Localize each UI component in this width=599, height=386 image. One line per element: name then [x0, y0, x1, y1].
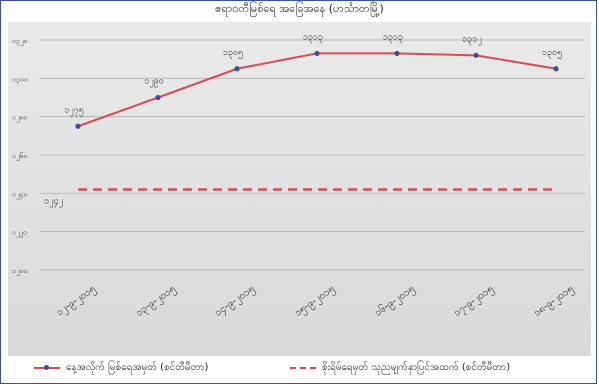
- y-tick-label: ၁၃၀၀: [12, 75, 28, 84]
- legend-entry-river-level: နေ့အလိုက် မြစ်ရေအမှတ် (စင်တီမီတာ): [34, 360, 208, 375]
- plot-area: [8, 22, 591, 356]
- x-tick-label: ၁၇-၉-၂၀၁၅: [452, 283, 497, 320]
- data-point: [234, 66, 240, 72]
- series-line-river-level: [77, 52, 557, 128]
- data-label: ၁၃၀၅: [542, 48, 562, 59]
- y-tick-label: ၁၃၂၀: [12, 37, 27, 46]
- data-label: ၁၃၁၂: [462, 34, 482, 45]
- data-point: [553, 66, 559, 72]
- legend-solid-line-swatch: [34, 364, 60, 370]
- legend-label-river-level: နေ့အလိုက် မြစ်ရေအမှတ် (စင်တီမီတာ): [66, 362, 209, 373]
- data-label: ၁၂၇၅: [64, 105, 84, 116]
- legend-entry-danger-level: စိုးရိမ်ရေမှတ် သုညမျက်နှာပြင်အထက် (စင်တီ…: [290, 360, 510, 375]
- y-tick-label: ၁၂၂၀: [12, 229, 27, 238]
- legend-label-danger-level: စိုးရိမ်ရေမှတ် သုညမျက်နှာပြင်အထက် (စင်တီ…: [322, 362, 511, 373]
- data-point: [314, 50, 320, 57]
- data-point: [473, 52, 479, 58]
- x-tick-label: ၁၈-၉-၂၀၁၅: [532, 283, 577, 320]
- legend-dashed-line-swatch: [290, 366, 316, 369]
- x-tick-label: ၁၅-၉-၂၀၁၅: [293, 283, 338, 320]
- data-point: [155, 94, 161, 101]
- data-label: ၁၃၁၃: [383, 32, 403, 43]
- chart-title: ဧရာဝတီမြစ်ရေ အခြေအနေ (ဟင်္သာတမြို့): [215, 2, 384, 15]
- data-point: [75, 123, 81, 129]
- data-label: ၁၂၉၀: [144, 77, 164, 88]
- data-label: ၁၃၁၃: [303, 32, 323, 43]
- x-tick-label: ၁၂-၉-၂၀၁၅: [54, 283, 98, 320]
- x-tick-label: ၁၄-၉-၂၀၁၅: [213, 283, 258, 320]
- data-label-danger-level: ၁၂၄၂: [44, 197, 63, 208]
- y-tick-label: ၁၂၈၀: [12, 114, 27, 123]
- y-tick-label: ၁၂၀၀: [12, 267, 27, 276]
- x-tick-label: ၁၃-၉-၂၀၁၅: [134, 283, 179, 320]
- data-label: ၁၃၀၅: [223, 48, 243, 59]
- x-tick-label: ၁၆-၉-၂၀၁၅: [372, 282, 418, 321]
- y-tick-label: ၁၂၆၀: [12, 152, 27, 161]
- data-point: [394, 50, 400, 57]
- y-tick-label: ၁၂၄၀: [12, 190, 27, 199]
